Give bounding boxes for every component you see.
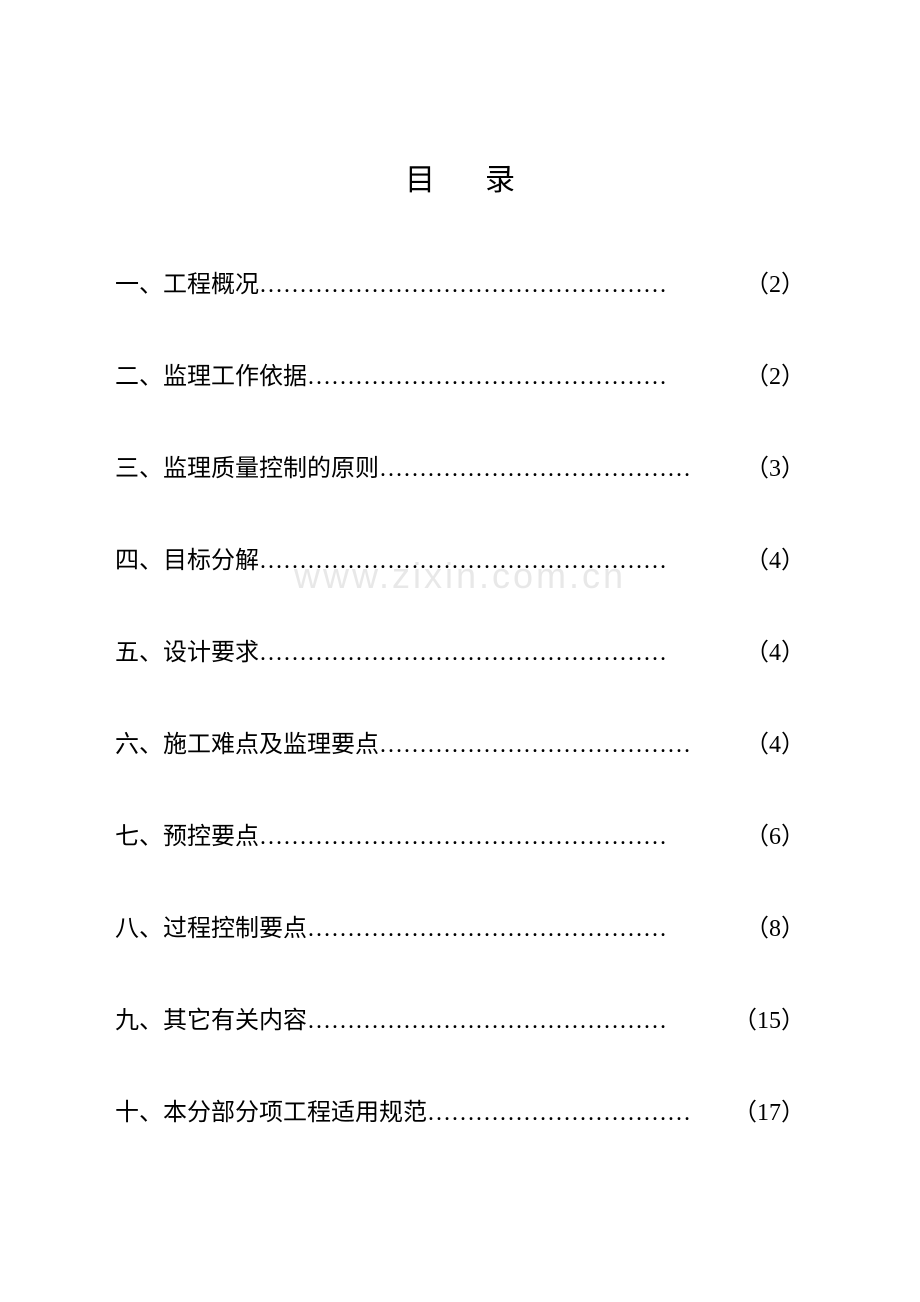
page-container: 目录 一、工程概况 …………………………………………… （2） 二、监理工作依据… (0, 0, 920, 1127)
toc-label: 九、其它有关内容 (115, 1000, 307, 1035)
toc-dots: …………………………… (427, 1100, 733, 1127)
toc-label: 一、工程概况 (115, 264, 259, 299)
toc-label: 八、过程控制要点 (115, 908, 307, 943)
toc-entry: 三、监理质量控制的原则 ………………………………… （3） (115, 448, 805, 483)
toc-entry: 二、监理工作依据 ……………………………………… （2） (115, 356, 805, 391)
toc-dots: …………………………………………… (259, 824, 745, 851)
toc-entry: 九、其它有关内容 ……………………………………… （15） (115, 1000, 805, 1035)
toc-dots: ……………………………………… (307, 364, 745, 391)
toc-page: （4） (745, 632, 805, 667)
toc-entry: 一、工程概况 …………………………………………… （2） (115, 264, 805, 299)
toc-page: （3） (745, 448, 805, 483)
toc-label: 二、监理工作依据 (115, 356, 307, 391)
toc-entry: 五、设计要求 …………………………………………… （4） (115, 632, 805, 667)
toc-entry: 六、施工难点及监理要点 ………………………………… （4） (115, 724, 805, 759)
toc-label: 六、施工难点及监理要点 (115, 724, 379, 759)
toc-page: （4） (745, 540, 805, 575)
toc-label: 七、预控要点 (115, 816, 259, 851)
toc-label: 四、目标分解 (115, 540, 259, 575)
toc-label: 三、监理质量控制的原则 (115, 448, 379, 483)
toc-dots: ……………………………………… (307, 1008, 733, 1035)
toc-entry: 八、过程控制要点 ……………………………………… （8） (115, 908, 805, 943)
toc-dots: …………………………………………… (259, 272, 745, 299)
toc-dots: …………………………………………… (259, 640, 745, 667)
toc-page: （4） (745, 724, 805, 759)
toc-dots: ……………………………………… (307, 916, 745, 943)
toc-dots: ………………………………… (379, 456, 745, 483)
toc-page: （8） (745, 908, 805, 943)
toc-entry: 四、目标分解 …………………………………………… （4） (115, 540, 805, 575)
toc-label: 五、设计要求 (115, 632, 259, 667)
toc-page: （2） (745, 264, 805, 299)
toc-dots: …………………………………………… (259, 548, 745, 575)
toc-list: 一、工程概况 …………………………………………… （2） 二、监理工作依据 ……… (115, 264, 805, 1127)
toc-dots: ………………………………… (379, 732, 745, 759)
toc-entry: 十、本分部分项工程适用规范 …………………………… （17） (115, 1092, 805, 1127)
toc-label: 十、本分部分项工程适用规范 (115, 1092, 427, 1127)
toc-page: （6） (745, 816, 805, 851)
toc-page: （2） (745, 356, 805, 391)
toc-page: （17） (733, 1092, 805, 1127)
toc-page: （15） (733, 1000, 805, 1035)
toc-entry: 七、预控要点 …………………………………………… （6） (115, 816, 805, 851)
toc-title: 目录 (115, 155, 805, 199)
